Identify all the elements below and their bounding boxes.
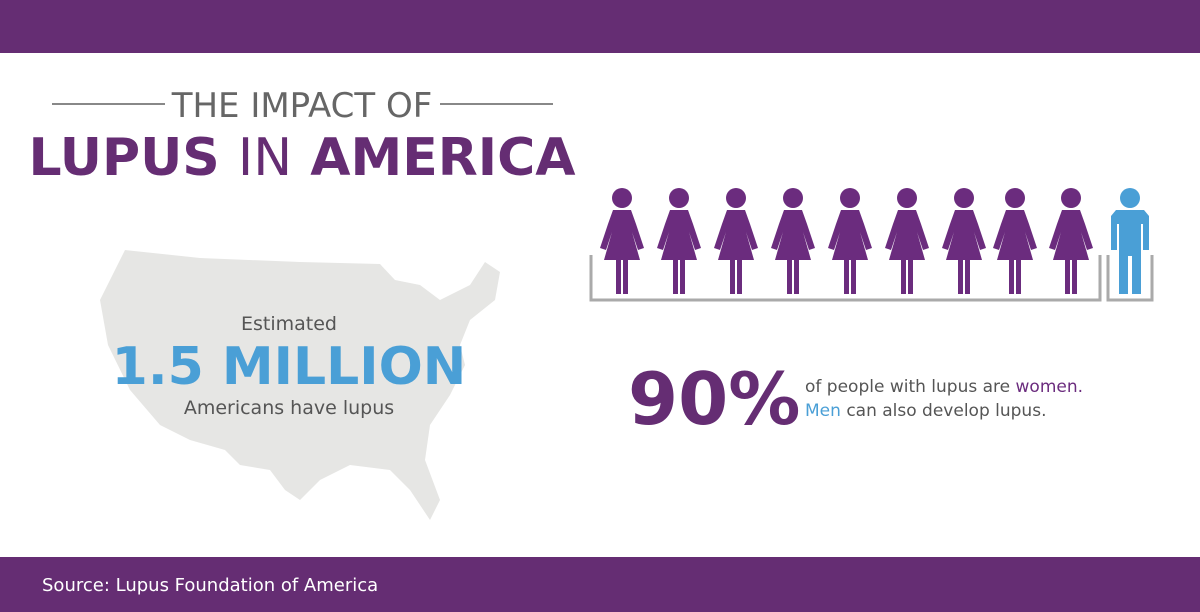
title-word: LUPUS [28, 128, 219, 188]
title-line: THE IMPACT OF [171, 86, 433, 126]
woman-icon [1049, 188, 1093, 294]
bracket [1106, 255, 1154, 302]
women-icons [600, 188, 1093, 294]
woman-icon [828, 188, 872, 294]
map-figure: 1.5 MILLION [112, 337, 467, 397]
map-label: Americans have lupus [184, 397, 394, 419]
gender-figure: 90% [628, 357, 800, 441]
gender-text: Men can also develop lupus. [805, 401, 1046, 421]
woman-icon [600, 188, 644, 294]
top-bar [0, 0, 1200, 53]
gender-text: of people with lupus are women. [805, 377, 1083, 397]
us-map [100, 250, 500, 520]
gender-highlight: Men [805, 401, 841, 421]
map-label: Estimated [241, 313, 337, 335]
woman-icon [771, 188, 815, 294]
bottom-bar [0, 557, 1200, 612]
gender-text-part: can also develop lupus. [846, 401, 1046, 421]
bracket [589, 255, 1102, 302]
woman-icon [993, 188, 1037, 294]
title-main: LUPUS IN AMERICA [28, 128, 575, 188]
woman-icon [714, 188, 758, 294]
man-icon [1111, 188, 1149, 294]
woman-icon [657, 188, 701, 294]
woman-icon [942, 188, 986, 294]
source: Source: Lupus Foundation of America [42, 575, 378, 596]
woman-icon [885, 188, 929, 294]
title-word: AMERICA [310, 128, 575, 188]
gender-text-part: of people with lupus are [805, 377, 1010, 397]
title-word: IN [238, 128, 292, 188]
gender-highlight: women. [1016, 377, 1084, 397]
